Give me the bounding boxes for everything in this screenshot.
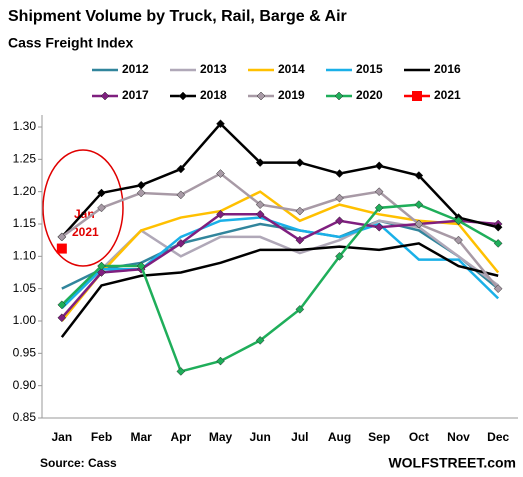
data-point: [255, 200, 265, 209]
y-tick-label: 0.95: [13, 346, 37, 360]
data-point: [216, 119, 225, 129]
legend-label: 2017: [122, 88, 149, 102]
legend-marker: [334, 91, 344, 101]
x-tick-label: Dec: [487, 430, 509, 444]
data-point: [414, 200, 424, 209]
legend-label: 2012: [122, 62, 149, 76]
data-point: [374, 203, 384, 213]
x-tick-label: Apr: [170, 430, 191, 444]
data-point: [335, 169, 344, 178]
series-line: [60, 213, 499, 319]
data-point: [176, 367, 186, 376]
data-point: [136, 261, 146, 271]
data-point: [57, 300, 67, 310]
data-point: [216, 356, 225, 366]
data-point: [97, 188, 106, 198]
x-tick-label: Jan: [51, 430, 72, 444]
data-point: [295, 206, 305, 216]
data-point: [493, 284, 503, 294]
y-tick-label: 1.10: [13, 249, 37, 263]
legend-label: 2019: [278, 88, 305, 102]
data-point: [335, 251, 344, 261]
data-point: [176, 190, 186, 200]
y-tick-label: 0.85: [13, 410, 37, 424]
y-tick-label: 1.25: [13, 152, 37, 166]
data-point: [295, 235, 305, 245]
legend-marker: [178, 91, 188, 101]
legend-label: 2021: [434, 88, 461, 102]
data-point: [255, 209, 265, 219]
y-tick-label: 1.30: [13, 119, 37, 133]
data-point: [57, 313, 67, 323]
data-point: [97, 268, 106, 277]
x-tick-label: Feb: [91, 430, 112, 444]
data-point: [414, 171, 424, 180]
data-point: [216, 209, 225, 219]
series-line: [60, 242, 499, 338]
data-point: [454, 216, 463, 226]
data-point: [374, 222, 384, 232]
legend-label: 2014: [278, 62, 305, 76]
data-point: [414, 219, 424, 229]
source: Source: Cass: [40, 456, 117, 470]
legend-marker: [256, 91, 266, 101]
legend-label: 2020: [356, 88, 383, 102]
y-tick-label: 1.15: [13, 216, 37, 230]
chart-subtitle: Cass Freight Index: [8, 35, 133, 51]
data-point: [454, 235, 463, 245]
data-point: [295, 305, 305, 314]
data-point: [374, 187, 384, 197]
legend-label: 2015: [356, 62, 383, 76]
series-line: [60, 190, 500, 322]
series-line: [60, 203, 499, 373]
data-point: [335, 193, 344, 203]
x-tick-label: Nov: [447, 430, 470, 444]
x-tick-label: Sep: [368, 430, 390, 444]
legend-marker: [100, 91, 110, 101]
data-point: [255, 336, 265, 345]
data-point: [295, 158, 305, 167]
data-point: [374, 161, 384, 171]
y-tick-label: 1.20: [13, 184, 37, 198]
annotation-circle: [42, 149, 124, 267]
x-tick-label: Jul: [291, 430, 308, 444]
data-point: [335, 216, 344, 226]
legend-label: 2018: [200, 88, 227, 102]
x-tick-label: Mar: [130, 430, 152, 444]
x-tick-label: Aug: [328, 430, 351, 444]
data-point: [176, 239, 186, 248]
legend-label: 2013: [200, 62, 227, 76]
data-point: [176, 164, 186, 174]
legend-label: 2016: [434, 62, 461, 76]
data-point: [57, 232, 67, 242]
series-line: [60, 216, 500, 309]
legend-marker: [412, 91, 422, 101]
y-tick-label: 1.05: [13, 281, 37, 295]
series-line: [60, 121, 499, 238]
series-line: [61, 172, 500, 290]
data-point: [56, 243, 67, 254]
data-point: [493, 222, 503, 232]
x-tick-label: Oct: [409, 430, 429, 444]
data-point: [493, 239, 503, 248]
data-point: [255, 158, 265, 167]
chart-title: Shipment Volume by Truck, Rail, Barge & …: [8, 8, 347, 25]
y-tick-label: 1.00: [13, 313, 37, 327]
data-point: [97, 203, 106, 213]
data-point: [136, 188, 146, 198]
x-tick-label: Jun: [249, 430, 270, 444]
data-point: [136, 180, 146, 190]
data-point: [216, 169, 225, 178]
annotation: 2021: [72, 225, 99, 239]
y-tick-label: 0.90: [13, 378, 37, 392]
data-point: [97, 261, 106, 271]
x-tick-label: May: [209, 430, 233, 444]
brand: WOLFSTREET.com: [388, 455, 516, 471]
